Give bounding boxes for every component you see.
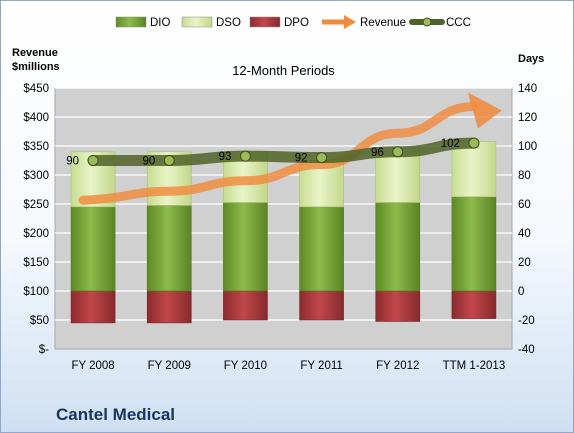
ccc-line (87, 137, 480, 167)
ccc-data-label: 96 (371, 147, 384, 159)
bar-dio (451, 196, 497, 292)
y-right-tick-label: -40 (518, 344, 535, 356)
y-left-tick-label: $50 (30, 315, 49, 327)
y-left-tick-label: $250 (23, 199, 49, 211)
bar-dio (146, 205, 192, 292)
ccc-point (316, 152, 328, 164)
y-left-tick-label: $450 (23, 83, 49, 95)
y-left-tick-label: $350 (23, 141, 49, 153)
bar-dpo (146, 290, 192, 324)
y-right-tick-label: 40 (518, 228, 531, 240)
ccc-data-label: 102 (441, 138, 460, 150)
legend-swatch-dio (115, 16, 147, 28)
legend-label-ccc: CCC (446, 17, 471, 29)
revenue-arrowhead (467, 92, 502, 129)
y-right-tick-label: 100 (518, 141, 537, 153)
y-left-tick-label: $300 (23, 170, 49, 182)
chart-title: 12-Month Periods (232, 63, 335, 78)
legend-label-dpo: DPO (284, 17, 309, 29)
legend-swatch-dpo (249, 16, 281, 28)
plot-area (54, 87, 513, 350)
bar-dio (299, 206, 344, 292)
ccc-point (163, 155, 175, 166)
x-tick-label: FY 2010 (224, 360, 267, 372)
legend-label-dso: DSO (216, 17, 241, 29)
ccc-point (392, 146, 404, 158)
legend-label-dio: DIO (150, 17, 171, 29)
ccc-point (87, 155, 99, 166)
y-left-label-units: $millions (12, 61, 60, 73)
y-right-tick-label: 0 (518, 286, 524, 298)
y-right-tick-label: 20 (518, 257, 531, 269)
ccc-data-label: 93 (219, 151, 232, 163)
x-tick-label: FY 2008 (71, 360, 114, 372)
ccc-point (468, 137, 480, 149)
x-tick-label: TTM 1-2013 (443, 360, 506, 372)
y-right-tick-label: 80 (518, 170, 531, 182)
legend-marker-ccc (422, 17, 432, 27)
legend-label-revenue: Revenue (360, 17, 406, 29)
ccc-point (239, 150, 251, 162)
y-left-tick-label: $150 (23, 257, 49, 269)
bar-dpo (223, 290, 268, 321)
bar-dio (223, 202, 268, 292)
x-tick-label: FY 2011 (300, 360, 342, 372)
bar-dpo (70, 290, 116, 324)
ccc-data-label: 92 (295, 153, 308, 165)
y-right-label: Days (518, 53, 544, 65)
legend-arrowhead-revenue (344, 15, 356, 29)
y-left-tick-label: $400 (23, 112, 49, 124)
x-tick-label: FY 2009 (148, 360, 191, 372)
revenue-line (78, 102, 479, 205)
ccc-data-label: 90 (142, 156, 155, 168)
y-right-tick-label: 120 (518, 112, 537, 124)
y-left-tick-label: $100 (23, 286, 49, 298)
ccc-data-label: 90 (66, 156, 79, 168)
y-left-tick-label: $- (39, 344, 49, 356)
y-right-tick-label: 140 (518, 83, 537, 95)
legend-swatch-dso (181, 16, 213, 28)
y-right-tick-label: 60 (518, 199, 531, 211)
y-left-label: Revenue (12, 47, 58, 59)
y-left-tick-label: $200 (23, 228, 49, 240)
bar-dpo (299, 290, 344, 321)
bar-dpo (451, 290, 497, 319)
bar-dio (375, 202, 421, 292)
x-tick-label: FY 2012 (376, 360, 419, 372)
y-right-tick-label: -20 (518, 315, 535, 327)
bar-dpo (375, 290, 421, 322)
company-name: Cantel Medical (56, 405, 176, 424)
bar-dio (70, 206, 116, 292)
